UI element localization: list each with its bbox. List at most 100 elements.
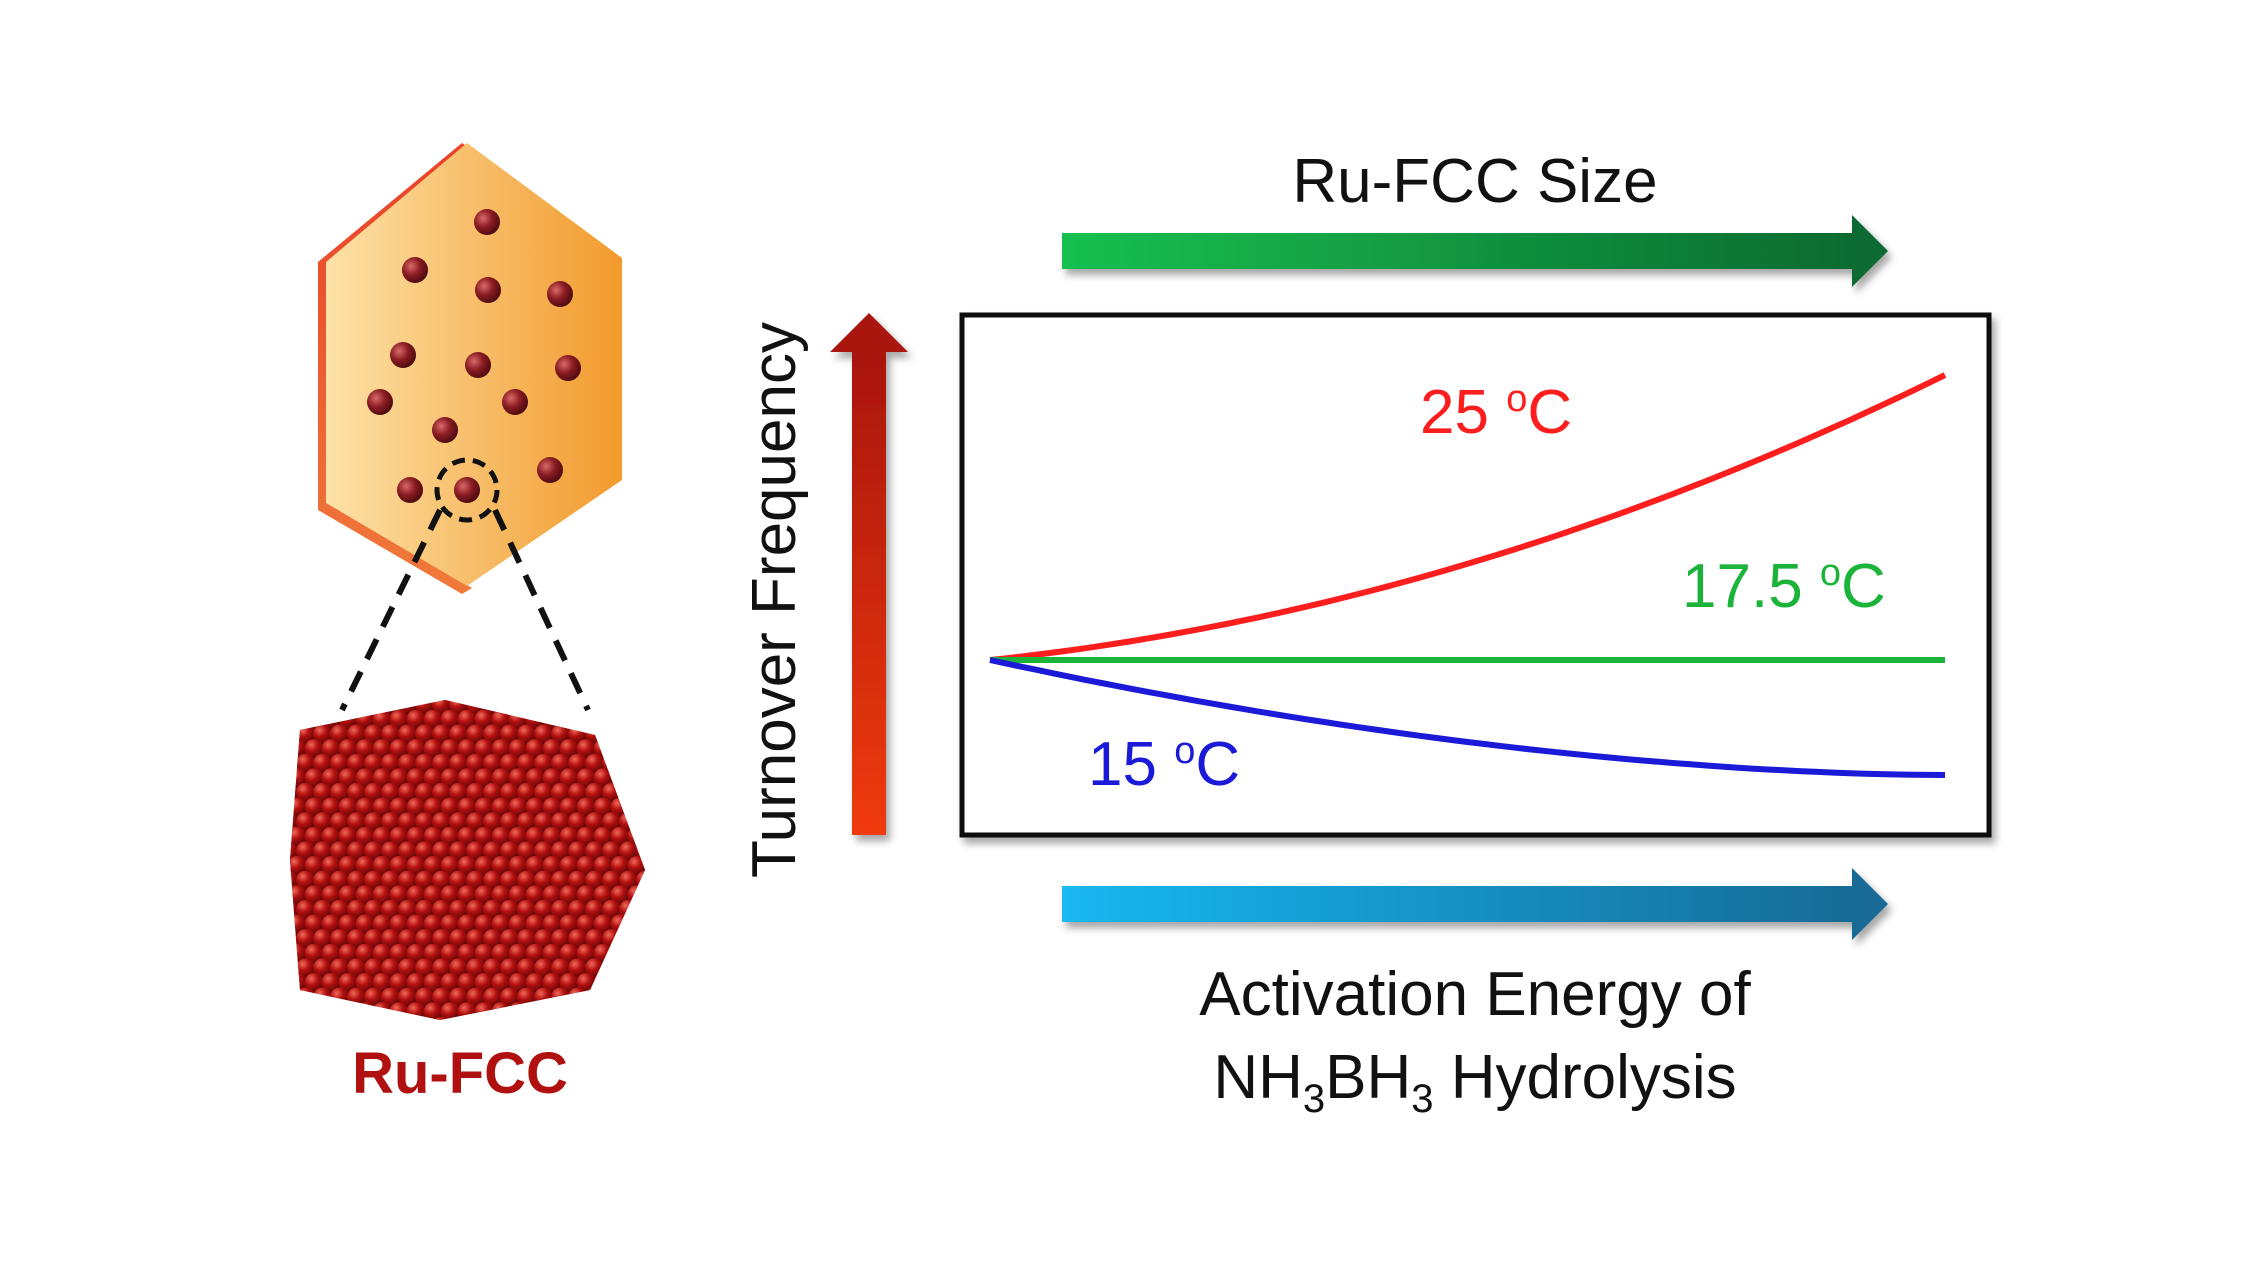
ru-atom [330, 782, 349, 802]
ru-atom [457, 768, 477, 788]
ru-atom [321, 739, 341, 758]
ru-atom [619, 782, 638, 802]
ru-atom [338, 826, 358, 846]
ru-atom [389, 855, 409, 875]
ru-atom [304, 1002, 324, 1020]
ru-atom [491, 797, 511, 817]
ru-atom [517, 700, 536, 715]
ru-atom [440, 885, 460, 905]
ru-atom [508, 797, 528, 817]
ru-atom [398, 1016, 417, 1020]
ru-atom [440, 768, 460, 788]
ru-atom [296, 812, 315, 832]
ru-atom [423, 739, 443, 758]
ru-atom [313, 870, 332, 890]
ru-atom [491, 855, 511, 875]
ru-atom [491, 972, 511, 992]
ru-atom [627, 797, 645, 817]
ru-atom [432, 782, 451, 802]
ru-atom [338, 768, 358, 788]
ru-atom [508, 855, 528, 875]
ru-atom [542, 797, 562, 817]
ru-atom [347, 929, 366, 948]
size-arrow-shaft [1062, 233, 1860, 269]
ru-atom [619, 958, 638, 978]
size-arrow-head [1852, 215, 1888, 287]
ru-atom [483, 724, 502, 744]
ru-atom [491, 943, 511, 963]
ru-atom [610, 855, 630, 875]
ru-atom [347, 870, 366, 890]
ru-atom [602, 987, 621, 1007]
ru-atom [398, 958, 417, 978]
ru-atom [372, 914, 392, 934]
ru-atom [355, 943, 375, 963]
ru-atom [313, 753, 332, 773]
ru-atom [372, 709, 392, 729]
curve-label-25c-sup: o [1506, 378, 1527, 420]
ru-atom [542, 855, 562, 875]
nanoparticle [555, 355, 581, 381]
ru-atom [381, 841, 400, 861]
ru-atom [432, 870, 451, 890]
ru-atom [508, 972, 528, 992]
ru-atom [389, 797, 409, 817]
ru-atom [636, 870, 645, 890]
curve-label-17-5c-unit: C [1841, 552, 1886, 621]
ru-atom [449, 724, 468, 744]
ru-atom [330, 841, 349, 861]
ru-atom [296, 700, 315, 715]
ru-atom [585, 700, 604, 715]
ru-atom [389, 1002, 409, 1020]
ru-atom [296, 782, 315, 802]
ru-atom [627, 1002, 645, 1020]
ru-atom [466, 753, 485, 773]
ru-atom [559, 943, 579, 963]
ru-atom [500, 958, 519, 978]
ru-atom [457, 972, 477, 992]
ru-atom [389, 768, 409, 788]
ru-atom [559, 709, 579, 729]
ru-atom [321, 826, 341, 846]
ru-atom [457, 797, 477, 817]
plot-frame [959, 312, 1992, 838]
ru-atom [474, 826, 494, 846]
ru-atom [585, 782, 604, 802]
ru-atom [407, 681, 426, 700]
ru-atom [457, 855, 477, 875]
ru-atom [330, 724, 349, 744]
ru-atom [568, 899, 587, 919]
ru-atom [491, 914, 511, 934]
ru-atom [321, 885, 341, 905]
y-arrow-shaft [852, 350, 886, 835]
ru-atom [372, 943, 392, 963]
ru-atom [500, 870, 519, 890]
ru-atom [559, 826, 579, 846]
ru-atom [551, 899, 570, 919]
ru-atom [364, 841, 383, 861]
ru-atom [441, 681, 460, 700]
ru-atom [347, 753, 366, 773]
ru-atom [585, 812, 604, 832]
ru-atom [466, 958, 485, 978]
ru-atom [483, 782, 502, 802]
zoom-line-right [492, 508, 591, 712]
ru-atom [576, 709, 596, 729]
ru-atom [304, 943, 324, 963]
ru-atom [372, 885, 392, 905]
ru-atom [525, 1002, 545, 1020]
ru-atom [313, 987, 332, 1007]
ru-atom [398, 841, 417, 861]
ru-atom [517, 841, 536, 861]
ru-atom [432, 987, 451, 1007]
ru-atom [491, 739, 511, 758]
ru-atom [321, 797, 341, 817]
ru-atom [381, 899, 400, 919]
ru-atom [602, 724, 621, 744]
ru-atom [542, 768, 562, 788]
ru-atom [313, 782, 332, 802]
ru-atom [491, 709, 511, 729]
ru-atom [627, 768, 645, 788]
nanoparticle [474, 209, 500, 235]
ru-atom [534, 700, 553, 715]
